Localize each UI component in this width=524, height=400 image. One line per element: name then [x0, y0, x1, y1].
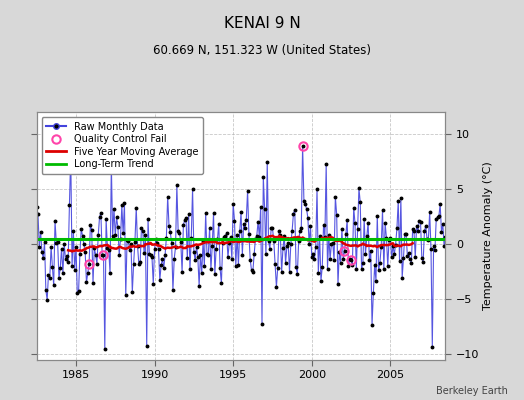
- Y-axis label: Temperature Anomaly (°C): Temperature Anomaly (°C): [483, 162, 494, 310]
- Legend: Raw Monthly Data, Quality Control Fail, Five Year Moving Average, Long-Term Tren: Raw Monthly Data, Quality Control Fail, …: [41, 117, 203, 174]
- Text: 60.669 N, 151.323 W (United States): 60.669 N, 151.323 W (United States): [153, 44, 371, 57]
- Text: Berkeley Earth: Berkeley Earth: [436, 386, 508, 396]
- Text: KENAI 9 N: KENAI 9 N: [224, 16, 300, 31]
